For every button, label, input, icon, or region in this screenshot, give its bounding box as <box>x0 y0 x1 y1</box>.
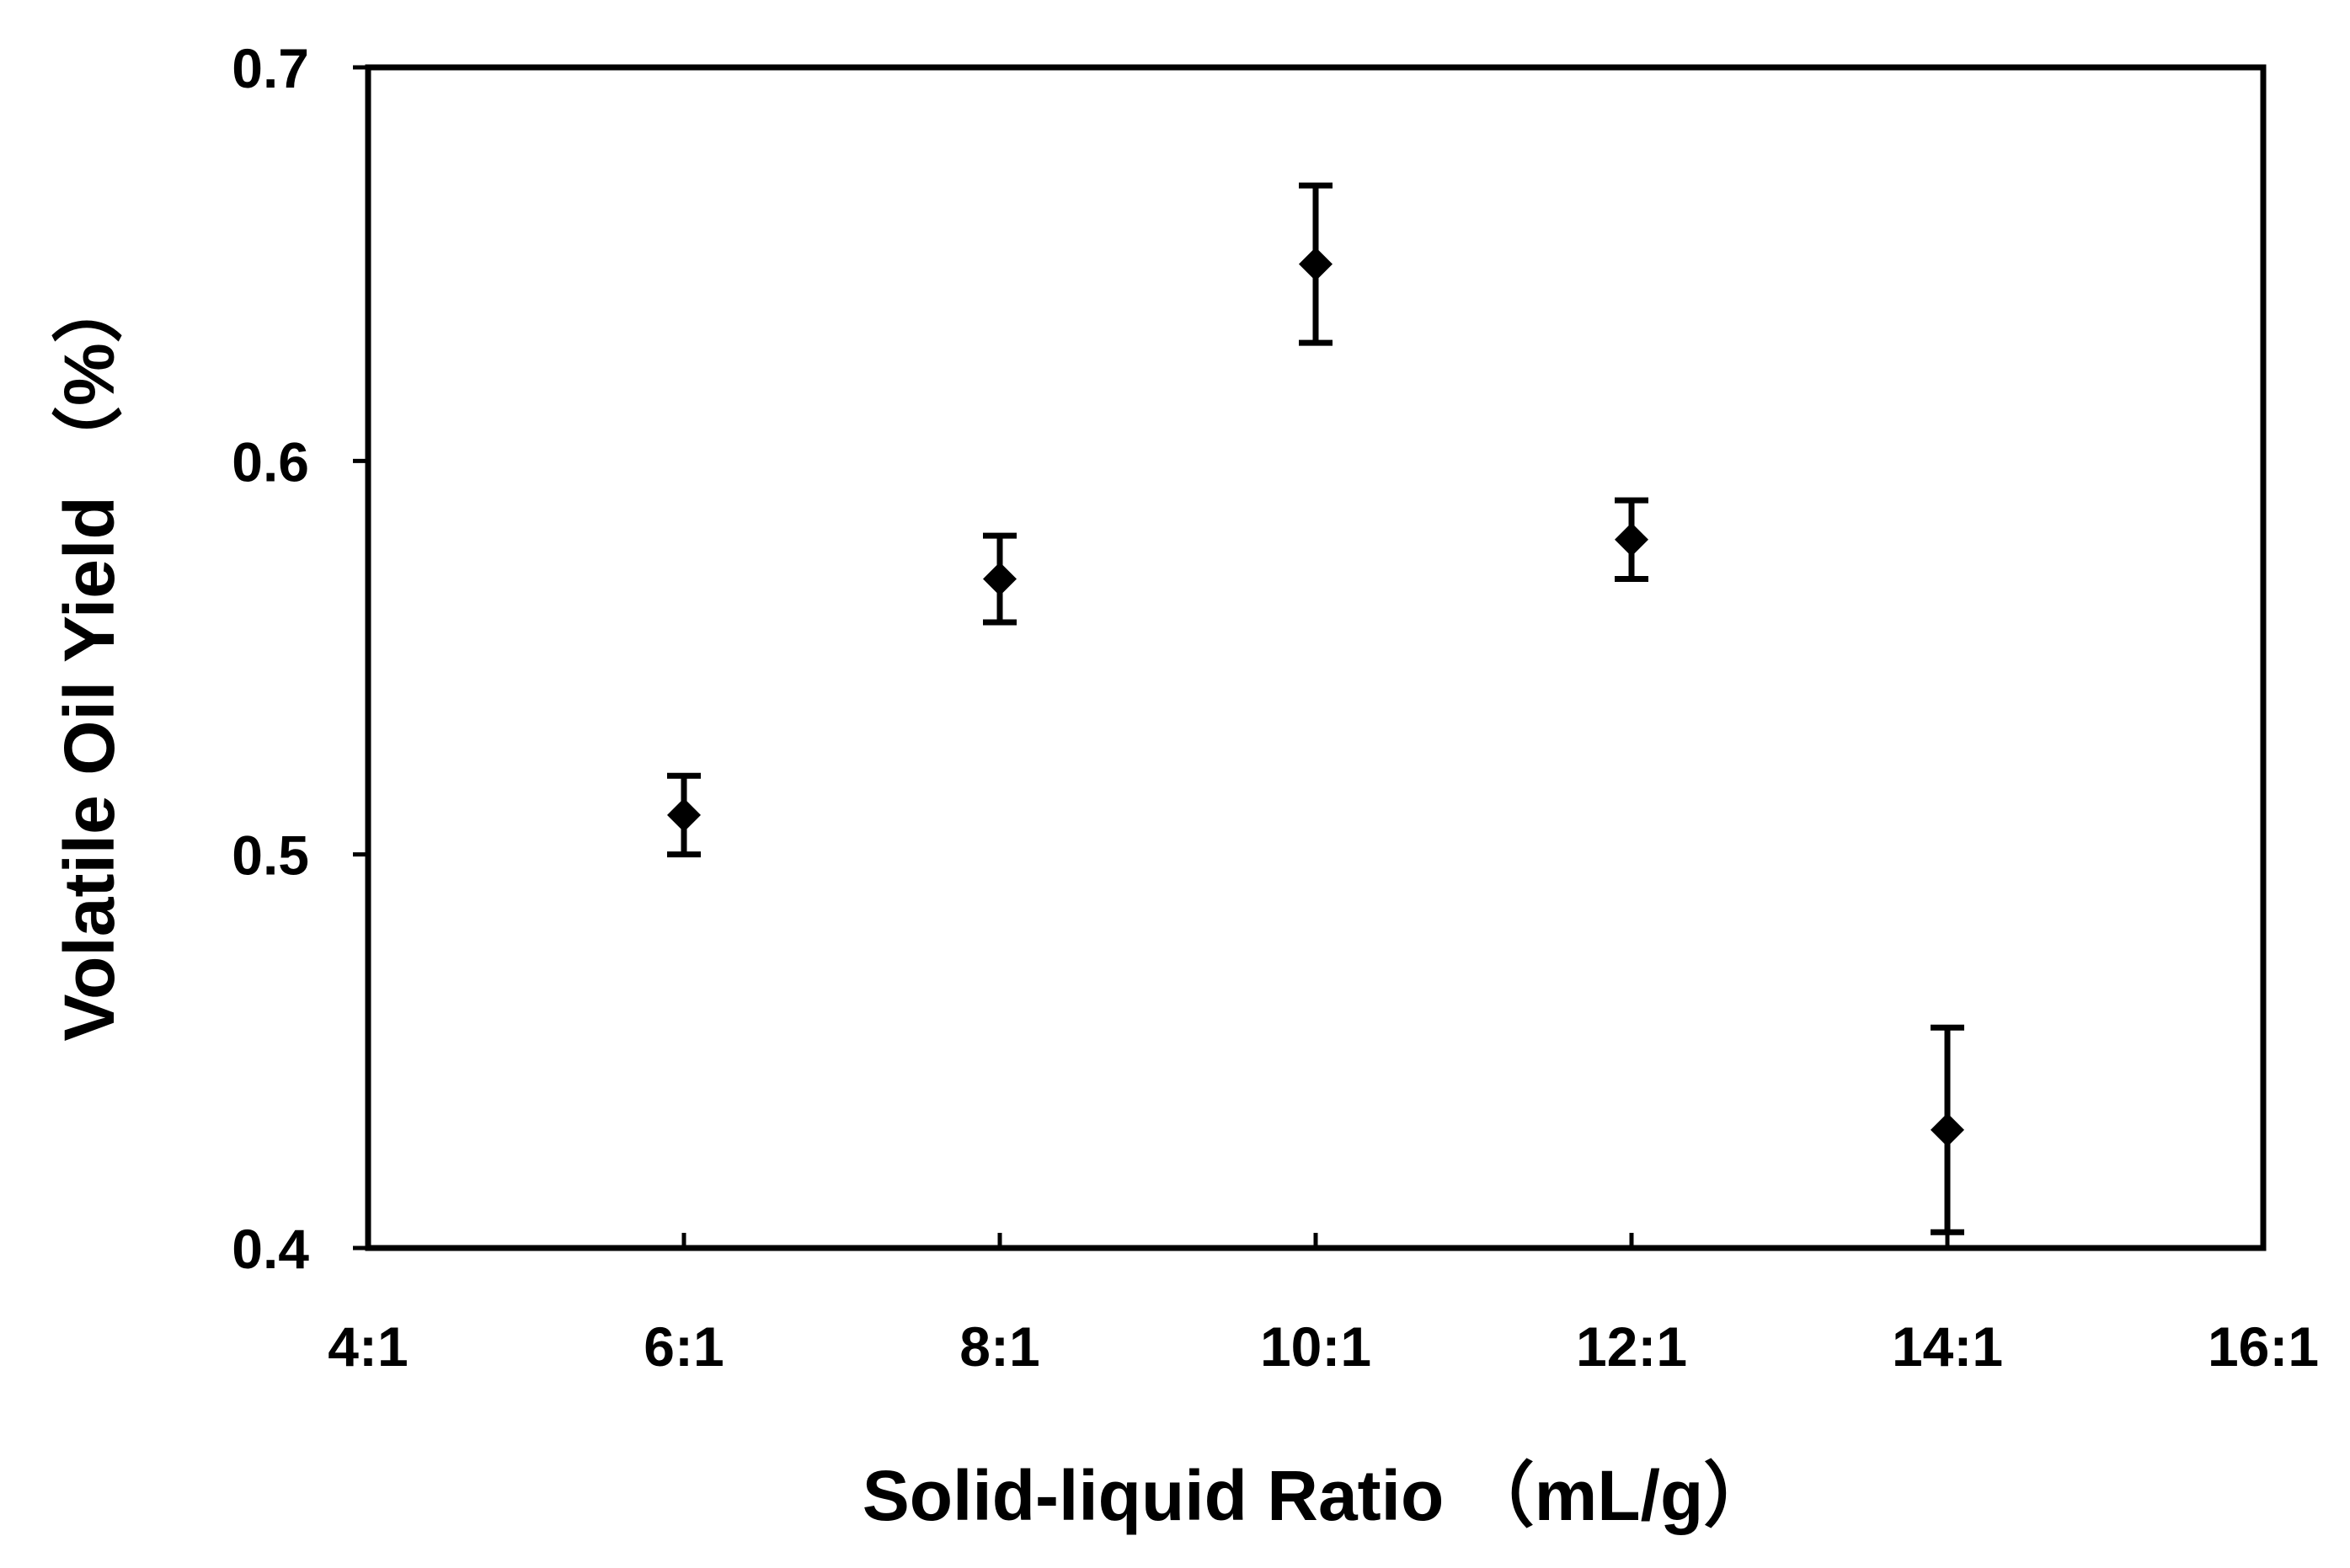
x-tick-label: 6:1 <box>644 1315 724 1378</box>
data-point-diamond <box>983 562 1017 596</box>
y-tick-label: 0.6 <box>232 430 309 493</box>
x-tick-label: 4:1 <box>328 1315 408 1378</box>
data-point-diamond <box>667 797 701 832</box>
x-axis-ticks: 4:1 6:1 8:1 10:1 12:1 14:1 16:1 <box>328 1233 2319 1378</box>
x-tick-label: 16:1 <box>2208 1315 2319 1378</box>
data-point-diamond <box>1299 247 1333 281</box>
y-tick-label: 0.5 <box>232 824 309 887</box>
y-tick-label: 0.7 <box>232 37 309 99</box>
x-tick-label: 14:1 <box>1892 1315 2003 1378</box>
y-axis-ticks: 0.4 0.5 0.6 0.7 <box>232 37 368 1280</box>
x-tick-label: 10:1 <box>1260 1315 1371 1378</box>
x-axis-title: Solid-liquid Ratio （mL/g） <box>863 1456 1775 1535</box>
y-axis-title: Volatile Oil Yield （%） <box>50 272 129 1041</box>
y-tick-label: 0.4 <box>232 1218 309 1280</box>
data-point-diamond <box>1931 1112 1964 1147</box>
x-tick-label: 8:1 <box>959 1315 1039 1378</box>
x-tick-label: 12:1 <box>1576 1315 1687 1378</box>
data-points <box>667 182 1964 1235</box>
data-point-diamond <box>1615 522 1648 557</box>
